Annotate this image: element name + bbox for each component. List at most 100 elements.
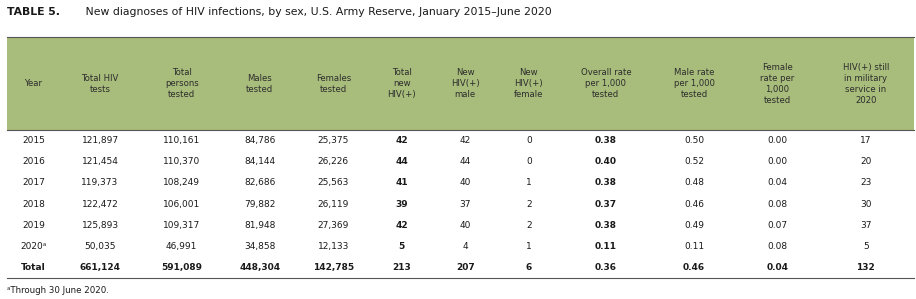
Text: 2020ᵃ: 2020ᵃ [20, 242, 47, 251]
Text: 5: 5 [398, 242, 405, 251]
Text: 23: 23 [860, 179, 871, 187]
Text: 6: 6 [526, 263, 532, 272]
Text: Total
new
HIV(+): Total new HIV(+) [387, 68, 416, 99]
Text: 119,373: 119,373 [82, 179, 119, 187]
Text: Year: Year [25, 79, 42, 88]
Text: 42: 42 [460, 136, 471, 145]
Text: 34,858: 34,858 [244, 242, 276, 251]
Text: 121,454: 121,454 [82, 157, 118, 166]
Text: 40: 40 [460, 179, 471, 187]
Text: 79,882: 79,882 [244, 199, 276, 209]
Text: 42: 42 [396, 221, 409, 230]
Text: 12,133: 12,133 [318, 242, 349, 251]
Text: 108,249: 108,249 [163, 179, 200, 187]
Text: 0.52: 0.52 [684, 157, 704, 166]
Text: 0: 0 [526, 157, 531, 166]
Text: 0.40: 0.40 [594, 157, 616, 166]
Text: 122,472: 122,472 [82, 199, 118, 209]
Text: 84,786: 84,786 [244, 136, 276, 145]
Text: 0.04: 0.04 [766, 263, 788, 272]
Text: 121,897: 121,897 [82, 136, 118, 145]
Text: New
HIV(+)
male: New HIV(+) male [451, 68, 480, 99]
Text: 44: 44 [460, 157, 471, 166]
Text: New
HIV(+)
female: New HIV(+) female [514, 68, 543, 99]
Text: 1: 1 [526, 179, 531, 187]
Text: 0.38: 0.38 [594, 221, 616, 230]
Text: 46,991: 46,991 [166, 242, 197, 251]
Text: 0.00: 0.00 [767, 136, 787, 145]
Text: 2: 2 [526, 221, 531, 230]
Text: 39: 39 [396, 199, 409, 209]
Text: Total
persons
tested: Total persons tested [165, 68, 199, 99]
Text: Females
tested: Females tested [316, 74, 351, 94]
Text: 0.38: 0.38 [594, 136, 616, 145]
Text: 0.49: 0.49 [684, 221, 704, 230]
Text: 106,001: 106,001 [163, 199, 201, 209]
Text: 2018: 2018 [22, 199, 45, 209]
Text: 0.04: 0.04 [767, 179, 787, 187]
Text: 37: 37 [860, 221, 871, 230]
Text: Total: Total [21, 263, 46, 272]
Text: 0.36: 0.36 [594, 263, 616, 272]
Text: 2015: 2015 [22, 136, 45, 145]
Text: 0.00: 0.00 [767, 157, 787, 166]
Text: 0.46: 0.46 [683, 263, 705, 272]
Text: 2017: 2017 [22, 179, 45, 187]
Text: 0.48: 0.48 [684, 179, 704, 187]
Text: 213: 213 [392, 263, 411, 272]
Text: 30: 30 [860, 199, 871, 209]
Text: 17: 17 [860, 136, 871, 145]
Text: 110,370: 110,370 [163, 157, 201, 166]
Text: ᵃThrough 30 June 2020.: ᵃThrough 30 June 2020. [7, 286, 109, 295]
Text: 207: 207 [456, 263, 474, 272]
Text: 125,893: 125,893 [82, 221, 118, 230]
Text: 5: 5 [863, 242, 868, 251]
Text: 661,124: 661,124 [80, 263, 121, 272]
Text: 0.08: 0.08 [767, 199, 787, 209]
Text: 109,317: 109,317 [163, 221, 201, 230]
Text: 0.46: 0.46 [684, 199, 704, 209]
Text: 4: 4 [463, 242, 468, 251]
Text: 0.38: 0.38 [594, 179, 616, 187]
Text: 25,563: 25,563 [318, 179, 349, 187]
Text: 2: 2 [526, 199, 531, 209]
Text: 41: 41 [396, 179, 409, 187]
Text: 26,226: 26,226 [318, 157, 349, 166]
Text: 81,948: 81,948 [244, 221, 276, 230]
Text: 37: 37 [460, 199, 471, 209]
Text: 1: 1 [526, 242, 531, 251]
Text: 591,089: 591,089 [161, 263, 202, 272]
Text: HIV(+) still
in military
service in
2020: HIV(+) still in military service in 2020 [843, 62, 889, 105]
Bar [7, 37, 914, 130]
Text: 42: 42 [396, 136, 409, 145]
Text: 448,304: 448,304 [239, 263, 280, 272]
Text: TABLE 5.: TABLE 5. [7, 7, 60, 17]
Text: 44: 44 [396, 157, 409, 166]
Text: Male rate
per 1,000
tested: Male rate per 1,000 tested [673, 68, 714, 99]
Text: 26,119: 26,119 [318, 199, 349, 209]
Text: 142,785: 142,785 [312, 263, 354, 272]
Text: 132: 132 [856, 263, 875, 272]
Text: New diagnoses of HIV infections, by sex, U.S. Army Reserve, January 2015–June 20: New diagnoses of HIV infections, by sex,… [82, 7, 552, 17]
Text: 40: 40 [460, 221, 471, 230]
Text: 84,144: 84,144 [245, 157, 276, 166]
Text: 0.11: 0.11 [684, 242, 704, 251]
Text: 2019: 2019 [22, 221, 45, 230]
Text: 50,035: 50,035 [84, 242, 115, 251]
Text: 25,375: 25,375 [318, 136, 349, 145]
Text: 27,369: 27,369 [318, 221, 349, 230]
Text: 82,686: 82,686 [244, 179, 276, 187]
Text: 0.11: 0.11 [594, 242, 616, 251]
Text: 0: 0 [526, 136, 531, 145]
Text: Males
tested: Males tested [246, 74, 273, 94]
Text: 0.08: 0.08 [767, 242, 787, 251]
Text: Overall rate
per 1,000
tested: Overall rate per 1,000 tested [581, 68, 631, 99]
Text: 20: 20 [860, 157, 871, 166]
Text: 0.37: 0.37 [594, 199, 616, 209]
Text: 2016: 2016 [22, 157, 45, 166]
Text: 0.50: 0.50 [684, 136, 704, 145]
Text: Female
rate per
1,000
tested: Female rate per 1,000 tested [760, 62, 794, 105]
Text: Total HIV
tests: Total HIV tests [82, 74, 119, 94]
Text: 110,161: 110,161 [163, 136, 201, 145]
Text: 0.07: 0.07 [767, 221, 787, 230]
